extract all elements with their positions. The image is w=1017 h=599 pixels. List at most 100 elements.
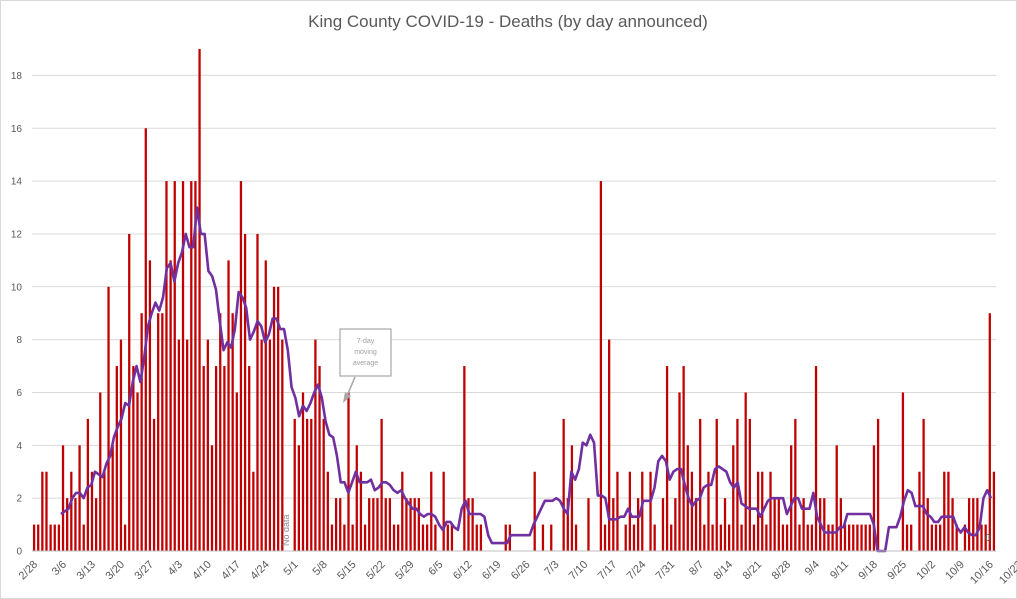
bar bbox=[264, 260, 267, 551]
bar bbox=[173, 181, 176, 552]
bar bbox=[165, 181, 168, 552]
bar bbox=[988, 313, 991, 551]
bar bbox=[214, 366, 218, 551]
bar bbox=[703, 524, 706, 551]
bar bbox=[790, 445, 793, 551]
bar bbox=[868, 524, 871, 551]
bar bbox=[74, 498, 77, 551]
bar bbox=[409, 498, 412, 551]
bar bbox=[169, 260, 172, 551]
bar bbox=[372, 498, 375, 551]
bar bbox=[608, 339, 611, 551]
bar bbox=[306, 418, 309, 551]
bar bbox=[632, 524, 636, 551]
bar bbox=[794, 418, 797, 551]
bar bbox=[45, 471, 48, 551]
bar bbox=[471, 498, 474, 551]
bar bbox=[574, 524, 578, 551]
bar bbox=[107, 286, 110, 551]
bar bbox=[624, 524, 627, 551]
bar bbox=[256, 233, 259, 551]
bar bbox=[41, 471, 44, 551]
bar bbox=[715, 418, 718, 551]
bar bbox=[475, 524, 478, 551]
bar bbox=[616, 471, 619, 551]
bar bbox=[49, 524, 52, 551]
bar bbox=[318, 366, 321, 551]
moving-average-callout: 7-day moving average bbox=[339, 328, 392, 403]
bar bbox=[541, 524, 545, 551]
bar bbox=[363, 524, 367, 551]
bar bbox=[61, 445, 65, 551]
gridlines bbox=[32, 74, 996, 499]
bar bbox=[268, 339, 272, 551]
bar bbox=[699, 418, 702, 551]
y-tick-label: 6 bbox=[16, 388, 22, 399]
bar bbox=[231, 313, 234, 551]
bar bbox=[479, 524, 483, 551]
bar bbox=[252, 471, 255, 551]
callout-text-line: moving bbox=[354, 349, 377, 356]
bar bbox=[99, 392, 102, 551]
bar bbox=[177, 339, 181, 551]
bar bbox=[384, 498, 387, 551]
bar bbox=[351, 524, 354, 551]
bar bbox=[769, 471, 772, 551]
bar bbox=[37, 524, 40, 551]
bar bbox=[347, 392, 350, 551]
bar-series bbox=[32, 49, 996, 552]
bar bbox=[984, 524, 987, 551]
bar bbox=[732, 445, 735, 551]
bar bbox=[330, 524, 334, 551]
bar bbox=[359, 471, 363, 551]
bar bbox=[140, 313, 143, 551]
bar bbox=[612, 498, 615, 551]
bar bbox=[728, 524, 731, 551]
bar bbox=[392, 524, 396, 551]
bar bbox=[82, 524, 85, 551]
bar bbox=[239, 181, 243, 552]
bar bbox=[202, 366, 205, 551]
bar bbox=[57, 524, 61, 551]
bar bbox=[852, 524, 855, 551]
bar bbox=[119, 339, 123, 551]
bar bbox=[152, 418, 156, 551]
callout-text-line: average bbox=[353, 360, 378, 367]
bar bbox=[719, 524, 723, 551]
bar bbox=[148, 260, 152, 551]
bar bbox=[190, 181, 193, 552]
y-tick-label: 18 bbox=[11, 71, 23, 82]
bar bbox=[939, 524, 942, 551]
y-tick-label: 0 bbox=[16, 547, 22, 558]
bar bbox=[322, 418, 325, 551]
bar bbox=[839, 498, 842, 551]
bar bbox=[843, 524, 847, 551]
bar bbox=[976, 498, 979, 551]
bar bbox=[806, 524, 809, 551]
bar bbox=[78, 445, 81, 551]
bar bbox=[103, 471, 106, 551]
no-data-label: No data bbox=[281, 514, 291, 546]
bar bbox=[744, 392, 747, 551]
y-tick-label: 8 bbox=[16, 335, 22, 346]
bar bbox=[599, 181, 603, 552]
chart-title: King County COVID-19 - Deaths (by day an… bbox=[308, 12, 708, 31]
bar bbox=[587, 498, 590, 551]
bar bbox=[670, 524, 673, 551]
bar bbox=[765, 524, 768, 551]
bar bbox=[533, 471, 536, 551]
callout-arrowhead bbox=[343, 392, 351, 403]
bar bbox=[66, 498, 69, 551]
bar bbox=[992, 471, 996, 551]
bar bbox=[157, 313, 160, 551]
bar bbox=[314, 339, 317, 551]
bar bbox=[293, 418, 296, 551]
bar bbox=[690, 471, 694, 551]
bar bbox=[70, 471, 73, 551]
bar bbox=[649, 471, 652, 551]
bar bbox=[566, 498, 569, 551]
bar bbox=[339, 498, 342, 551]
bar bbox=[227, 260, 230, 551]
callout-pointer bbox=[346, 376, 356, 397]
bar bbox=[802, 498, 805, 551]
